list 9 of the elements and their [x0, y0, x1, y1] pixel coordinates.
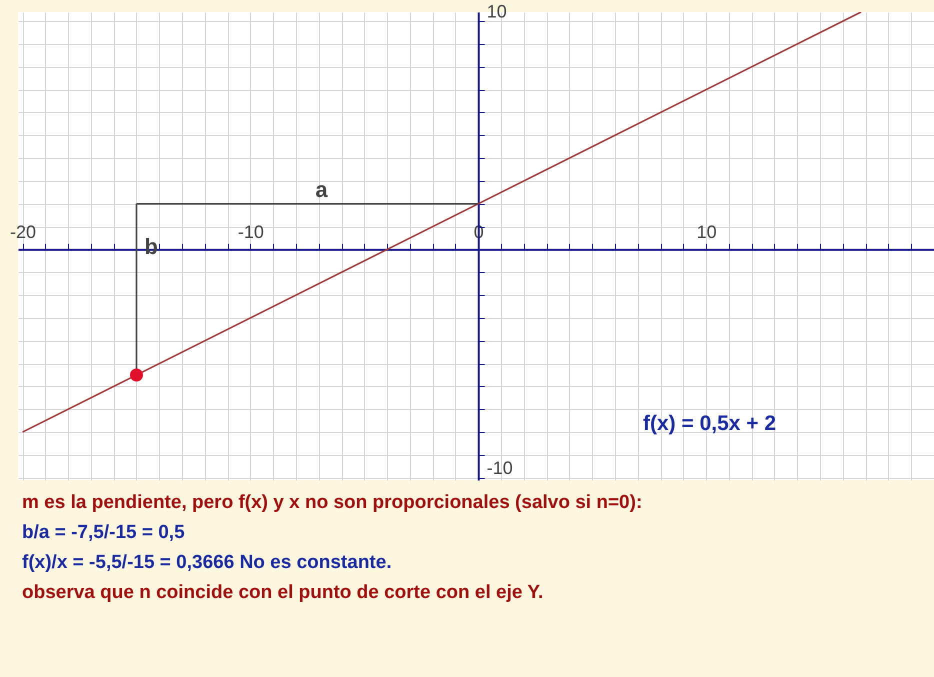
text: f(x) = 0,5x + 2 — [643, 412, 776, 436]
text: m es la pendiente, pero f(x) y x no son proporcionales (salvo si n=0): — [22, 492, 644, 514]
annotation: a — [315, 176, 328, 202]
text: observa que n coincide con el punto de corte con el eje Y. — [22, 582, 544, 604]
x-tick-label: 10 — [696, 222, 717, 242]
x-tick-label: -10 — [238, 222, 264, 242]
text: b/a = -7,5/-15 = 0,5 — [22, 522, 186, 544]
text: f(x)/x = -5,5/-15 = 0,3666 No es constante. — [22, 552, 393, 574]
x-tick-label: -20 — [10, 222, 36, 242]
